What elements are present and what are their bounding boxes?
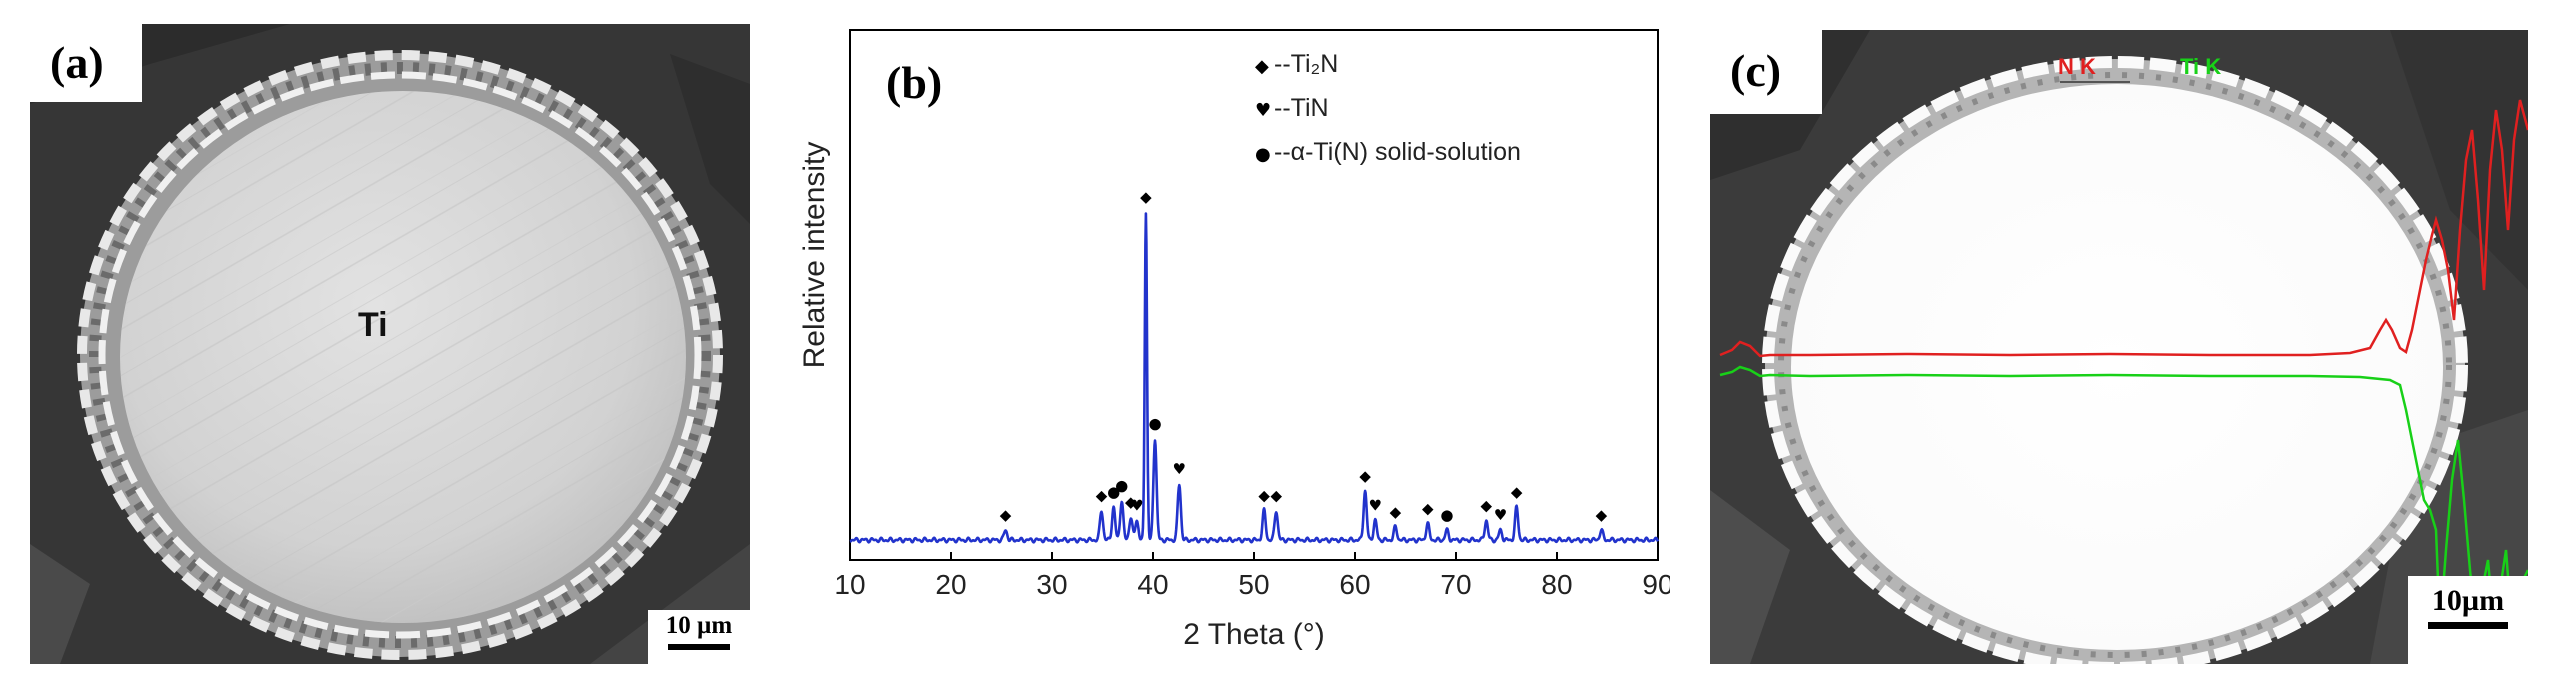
n-k-scan-label: N K [2058,54,2096,79]
x-tick-label-40: 40 [1137,569,1168,600]
x-tick-label-50: 50 [1238,569,1269,600]
y-axis-label: Relative intensity [798,142,831,369]
x-tick-label-10: 10 [834,569,865,600]
ti-k-line-scan [1719,365,2528,631]
panel-c-tag: (c) [1730,45,1782,96]
n-k-line-scan [1719,99,2528,358]
peak-marker-8: ♥ [1173,460,1186,478]
peak-marker-12: ♥ [1368,496,1381,514]
sem-image-a [30,24,750,664]
peak-marker-1: ◆ [1096,486,1108,504]
peak-marker-10: ◆ [1270,486,1282,504]
scale-bar-a: 10 µm [648,610,750,664]
x-tick-label-30: 30 [1036,569,1067,600]
peak-marker-11: ◆ [1359,467,1371,485]
sem-image-panel-c: N K Ti K (c) 10µm [1710,30,2528,664]
sem-image-c: N K Ti K [1710,30,2528,664]
panel-a-tag-box: (a) [30,24,142,102]
xrd-chart: (b) ◆ --Ti₂N♥ --TiN● --α-Ti(N) solid-soluti… [798,29,1670,651]
scale-bar-a-label: 10 µm [665,612,733,639]
legend: ◆ --Ti₂N ♥ --TiN ● --α-Ti(N) solid-solution [1255,50,1521,166]
scale-bar-c: 10µm [2408,576,2528,664]
x-tick-label-60: 60 [1339,569,1370,600]
scale-bar-c-label: 10µm [2431,584,2505,617]
legend-marker-2: ● [1255,144,1271,165]
peak-marker-13: ◆ [1390,503,1402,521]
peak-marker-16: ◆ [1481,496,1493,514]
peak-marker-6: ◆ [1140,188,1152,206]
x-tick-label-90: 90 [1642,569,1670,600]
ti-core-label: Ti [358,306,388,344]
legend-label-1: --TiN [1274,94,1329,122]
legend-label-0: --Ti₂N [1274,50,1338,78]
peak-marker-5: ♥ [1130,496,1143,514]
x-tick-label-80: 80 [1541,569,1572,600]
peak-marker-3: ● [1115,477,1128,495]
peak-marker-9: ◆ [1258,486,1270,504]
legend-label-2: --α-Ti(N) solid-solution [1274,138,1521,166]
panel-c-tag-box: (c) [1710,30,1822,114]
peak-marker-17: ♥ [1494,506,1507,524]
sem-image-panel-a: (a) Ti 10 µm [30,24,750,664]
peak-marker-7: ● [1148,414,1161,432]
x-axis-label: 2 Theta (°) [1183,618,1325,651]
legend-marker-0: ◆ [1255,56,1269,77]
xrd-pattern-line [849,212,1660,544]
panel-a-tag: (a) [50,37,104,88]
ti-k-scan-label: Ti K [2180,54,2221,79]
peak-marker-2: ● [1107,483,1120,501]
peak-marker-0: ◆ [1000,506,1012,524]
scale-bar-a-line [668,644,730,650]
peak-marker-18: ◆ [1511,483,1523,501]
x-axis-ticks: 10 20 30 40 50 60 70 80 90 [834,552,1670,600]
x-tick-label-20: 20 [935,569,966,600]
plot-frame [849,29,1659,561]
peak-marker-19: ◆ [1596,506,1608,524]
peak-marker-4: ◆ [1125,493,1137,511]
legend-marker-1: ♥ [1255,100,1271,121]
peak-marker-14: ◆ [1422,500,1434,518]
x-tick-label-70: 70 [1440,569,1471,600]
panel-b-tag: (b) [886,57,942,108]
scale-bar-c-line [2428,622,2508,629]
peak-marker-15: ● [1440,506,1453,524]
peak-markers: ◆◆ ●●◆♥◆●♥◆ ◆◆♥ ◆ ◆ ●◆♥◆◆ [1000,188,1608,524]
